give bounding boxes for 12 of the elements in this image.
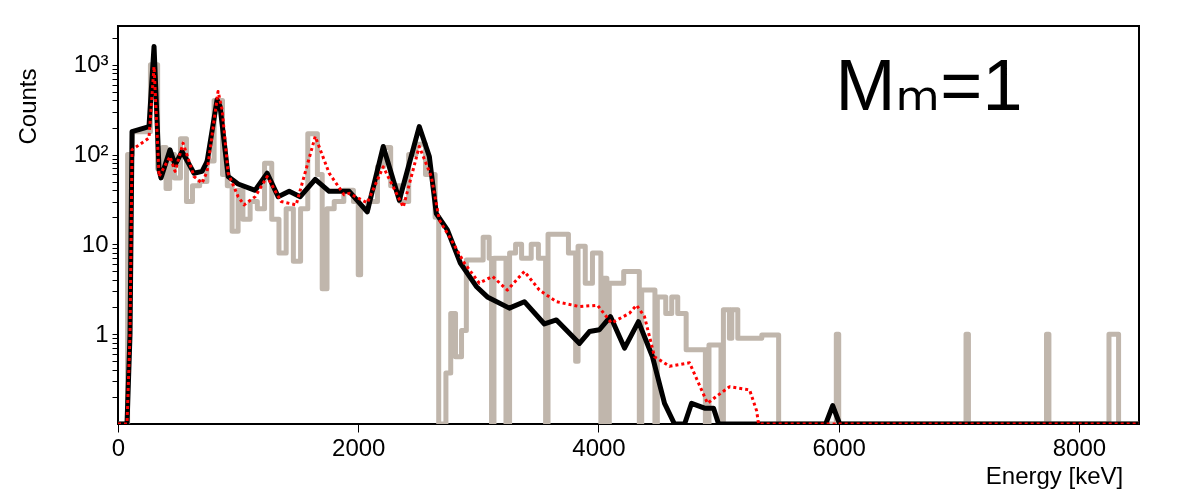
y-axis-title: Counts — [13, 68, 41, 145]
annotation: Mₘ=1 — [835, 45, 1023, 125]
x-axis-title: Energy [keV] — [985, 461, 1124, 489]
y-tick-label: 10² — [73, 140, 109, 168]
x-tick-label: 6000 — [812, 433, 866, 461]
x-tick-label: 4000 — [572, 433, 626, 461]
x-tick-label: 8000 — [1052, 433, 1107, 461]
y-tick-label: 10³ — [73, 50, 109, 78]
y-tick-label: 1 — [95, 319, 109, 347]
x-tick-label: 2000 — [332, 433, 386, 461]
y-tick-label: 10 — [81, 229, 109, 257]
x-tick-label: 0 — [111, 433, 126, 461]
